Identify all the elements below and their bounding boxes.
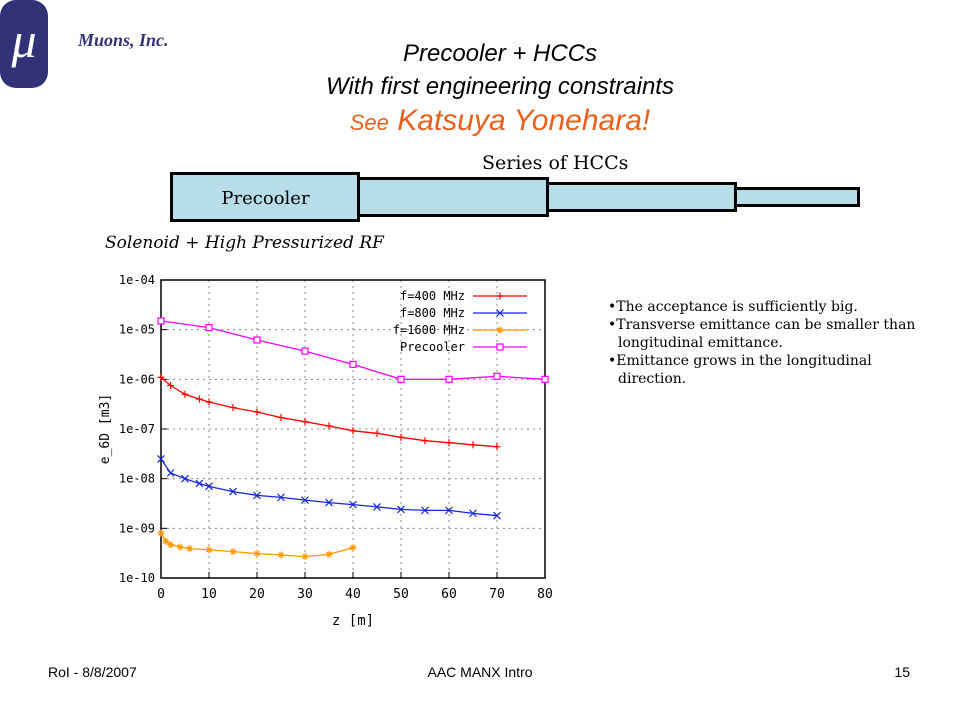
data-marker <box>302 553 308 560</box>
data-marker <box>253 336 261 344</box>
chart-legend: f=400 MHz f=800 MHz f=1600 MHz Precooler <box>393 289 527 354</box>
hcc-segment-2 <box>357 177 549 217</box>
data-marker <box>157 454 165 463</box>
legend-label: f=1600 MHz <box>393 323 465 337</box>
footer-page-number: 15 <box>894 664 910 680</box>
company-name: Muons, Inc. <box>78 30 169 50</box>
data-marker <box>493 511 501 520</box>
footer-left: RoI - 8/8/2007 <box>48 664 137 680</box>
x-tick-label: 60 <box>441 587 457 602</box>
y-tick-label: 1e-08 <box>119 472 155 486</box>
data-marker <box>541 375 549 383</box>
data-marker <box>421 506 429 515</box>
y-axis-label: e_6D [m3] <box>98 394 113 464</box>
y-tick-label: 1e-07 <box>119 422 155 436</box>
bullet-item: Emittance grows in the longitudinal dire… <box>608 352 938 388</box>
y-tick-label: 1e-05 <box>119 323 155 337</box>
data-marker <box>167 541 174 548</box>
legend-label: f=400 MHz <box>400 289 465 303</box>
bullet-item: The acceptance is sufficiently big. <box>608 298 938 316</box>
chart-ticks: 0 10 20 30 40 50 60 70 80 1e-10 1e-09 1e-08 1e-07 1e-… <box>119 273 553 602</box>
slide-title-line2: With first engineering constraints <box>326 73 674 100</box>
hcc-series-label: Series of HCCs <box>482 152 629 174</box>
data-marker <box>277 493 285 502</box>
data-marker <box>162 538 169 545</box>
data-marker <box>496 343 504 351</box>
legend-label: Precooler <box>400 340 465 354</box>
data-marker <box>301 496 309 505</box>
data-marker <box>157 317 165 325</box>
data-marker <box>254 550 260 557</box>
data-marker <box>445 375 453 383</box>
data-marker <box>166 469 175 477</box>
x-axis-label: z [m] <box>332 613 374 629</box>
series-line <box>160 376 498 448</box>
hcc-segment-3 <box>546 182 737 212</box>
data-marker <box>469 509 477 518</box>
y-tick-label: 1e-09 <box>119 521 155 535</box>
data-marker <box>326 551 332 558</box>
series-group <box>157 373 501 451</box>
x-tick-label: 10 <box>201 587 217 602</box>
data-marker <box>325 498 333 507</box>
series-group <box>157 529 357 561</box>
footer-center: AAC MANX Intro <box>427 664 533 680</box>
solenoid-label: Solenoid + High Pressurized RF <box>105 233 384 253</box>
chart-series <box>157 317 549 561</box>
data-marker <box>205 482 213 491</box>
data-marker <box>158 530 164 537</box>
precooler-box <box>170 172 360 222</box>
data-marker <box>195 479 204 488</box>
data-marker <box>230 548 236 555</box>
bullet-list: The acceptance is sufficiently big. Tran… <box>608 298 938 388</box>
slide-title-line3: See Katsuya Yonehara! <box>300 104 700 138</box>
data-marker <box>205 324 213 332</box>
data-marker <box>496 309 504 317</box>
author-name: Katsuya Yonehara! <box>397 104 651 137</box>
muons-logo: μ <box>0 0 48 88</box>
data-marker <box>301 347 309 355</box>
data-marker <box>445 506 453 515</box>
emittance-chart: 0 10 20 30 40 50 60 70 80 1e-10 1e-09 1e-08 1e-07 1e-… <box>98 273 553 629</box>
data-marker <box>397 505 405 514</box>
data-marker <box>350 544 356 551</box>
data-marker <box>206 546 212 553</box>
x-tick-label: 0 <box>157 587 165 602</box>
series-group <box>157 317 549 383</box>
data-marker <box>229 487 237 496</box>
series-group <box>157 454 501 520</box>
y-tick-label: 1e-04 <box>119 273 155 287</box>
x-tick-label: 80 <box>537 587 553 602</box>
precooler-label: Precooler <box>221 188 310 209</box>
data-marker <box>278 552 284 558</box>
bullet-item: Transverse emittance can be smaller than… <box>608 316 938 352</box>
x-tick-label: 40 <box>345 587 361 602</box>
x-tick-label: 70 <box>489 587 505 602</box>
data-marker <box>186 545 193 552</box>
legend-label: f=800 MHz <box>400 306 465 320</box>
x-tick-label: 30 <box>297 587 313 602</box>
data-marker <box>349 360 357 368</box>
slide-title-line1: Precooler + HCCs <box>402 40 598 67</box>
data-marker <box>373 502 381 511</box>
data-marker <box>349 500 357 509</box>
data-marker <box>397 375 405 383</box>
data-marker <box>493 372 501 380</box>
x-tick-label: 50 <box>393 587 409 602</box>
see-text: See <box>349 110 389 135</box>
data-marker <box>253 491 261 500</box>
data-marker <box>181 474 189 483</box>
y-tick-label: 1e-10 <box>119 571 155 585</box>
y-tick-label: 1e-06 <box>119 372 155 386</box>
data-marker <box>177 544 184 550</box>
hcc-segment-4 <box>734 187 860 207</box>
data-marker <box>497 327 503 333</box>
x-tick-label: 20 <box>249 587 265 602</box>
